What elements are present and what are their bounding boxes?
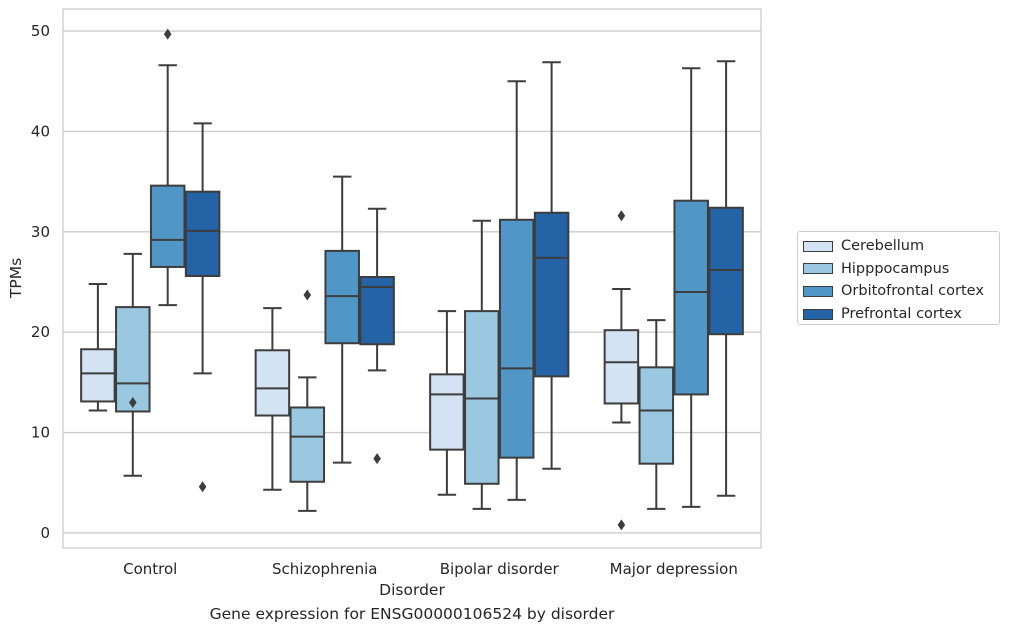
legend-swatch bbox=[803, 240, 833, 252]
legend-label: Prefrontal cortex bbox=[841, 306, 962, 323]
box-orbitofrontal-cortex bbox=[324, 175, 360, 464]
box-body bbox=[149, 184, 186, 268]
box-cerebellum bbox=[603, 210, 640, 531]
y-tick-label: 10 bbox=[31, 424, 50, 442]
box-prefrontal-cortex bbox=[708, 60, 744, 497]
plot-frame bbox=[62, 8, 762, 549]
outlier-point bbox=[617, 519, 626, 531]
legend-item: Hipppocampus bbox=[803, 258, 999, 281]
box-prefrontal-cortex bbox=[184, 122, 221, 493]
outlier-point bbox=[303, 289, 312, 301]
box-body bbox=[80, 348, 116, 403]
box-body bbox=[603, 329, 640, 405]
legend: Cerebellum Hipppocampus Orbitofrontal cort… bbox=[797, 231, 1000, 325]
box-cerebellum bbox=[254, 307, 291, 491]
box-body bbox=[289, 406, 326, 483]
box-orbitofrontal-cortex bbox=[498, 80, 535, 501]
legend-label: Cerebellum bbox=[841, 238, 925, 255]
box-prefrontal-cortex bbox=[359, 207, 395, 465]
box-prefrontal-cortex bbox=[533, 61, 570, 470]
legend-label: Hipppocampus bbox=[841, 260, 950, 277]
outlier-point bbox=[163, 28, 172, 40]
box-body bbox=[359, 275, 395, 346]
box-body bbox=[184, 190, 221, 277]
outlier-point bbox=[129, 396, 137, 408]
box-body bbox=[498, 218, 535, 459]
x-axis-label: Disorder bbox=[379, 581, 445, 599]
y-axis-ticks: 0 10 20 30 40 50 bbox=[31, 22, 50, 542]
y-tick-label: 40 bbox=[31, 122, 50, 140]
legend-label: Orbitofrontal cortex bbox=[841, 283, 984, 300]
legend-item: Orbitofrontal cortex bbox=[803, 280, 999, 303]
legend-item: Cerebellum bbox=[803, 235, 999, 258]
outlier-point bbox=[617, 210, 626, 222]
x-tick-label: Major depression bbox=[610, 560, 738, 578]
box-hipppocampus bbox=[464, 219, 500, 510]
box-body bbox=[673, 199, 709, 396]
box-body bbox=[115, 306, 151, 413]
box-cerebellum bbox=[429, 310, 465, 496]
outlier-point bbox=[373, 453, 381, 465]
legend-item: Prefrontal cortex bbox=[803, 303, 999, 326]
box-body bbox=[638, 366, 675, 465]
box-body bbox=[708, 206, 744, 336]
box-body bbox=[254, 349, 291, 417]
legend-swatch bbox=[803, 263, 833, 275]
y-tick-label: 30 bbox=[31, 223, 50, 241]
box-orbitofrontal-cortex bbox=[673, 67, 709, 508]
y-tick-label: 20 bbox=[31, 323, 50, 341]
y-tick-label: 0 bbox=[40, 524, 50, 542]
x-tick-label: Control bbox=[123, 560, 177, 578]
box-hipppocampus bbox=[289, 289, 326, 512]
outlier-point bbox=[198, 481, 207, 493]
y-tick-label: 50 bbox=[31, 22, 50, 40]
x-tick-label: Bipolar disorder bbox=[440, 560, 560, 578]
box-body bbox=[429, 373, 465, 451]
y-axis-label: TPMs bbox=[7, 258, 25, 299]
legend-swatch bbox=[803, 308, 833, 320]
box-cerebellum bbox=[80, 283, 116, 412]
box-body bbox=[533, 211, 570, 378]
box-orbitofrontal-cortex bbox=[149, 28, 186, 307]
box-hipppocampus bbox=[115, 252, 151, 477]
x-tick-label: Schizophrenia bbox=[272, 560, 377, 578]
x-axis-ticks: Control Schizophrenia Bipolar disorder Majo… bbox=[123, 560, 738, 578]
legend-swatch bbox=[803, 285, 833, 297]
box-hipppocampus bbox=[638, 319, 675, 510]
chart-caption: Gene expression for ENSG00000106524 by d… bbox=[209, 605, 615, 623]
box-body bbox=[324, 249, 360, 345]
boxes bbox=[80, 28, 744, 531]
box-body bbox=[464, 310, 500, 485]
